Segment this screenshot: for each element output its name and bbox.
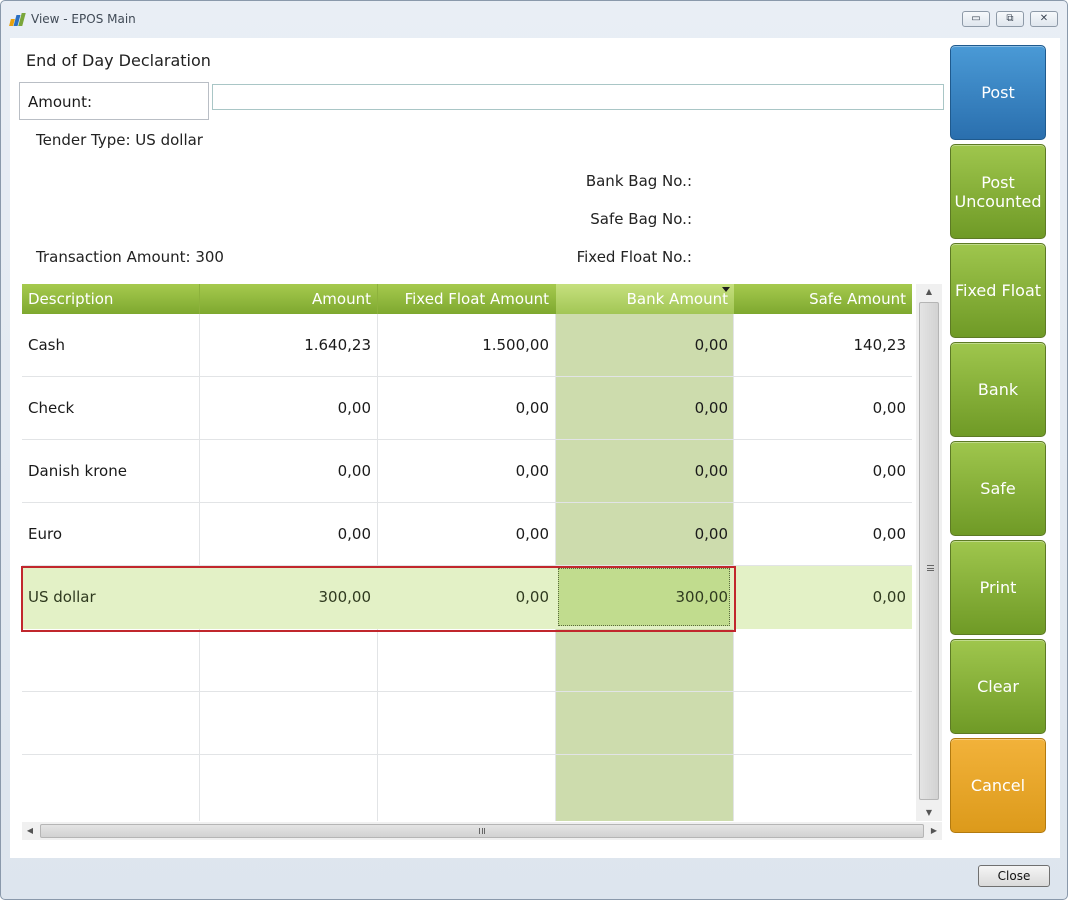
cell-bank-amount[interactable]: 0,00 — [694, 399, 728, 417]
amount-label-box: Amount: — [19, 82, 209, 120]
cell-bank-amount[interactable]: 0,00 — [694, 525, 728, 543]
header-amount[interactable]: Amount — [312, 290, 371, 308]
header-bank-amount-label: Bank Amount — [626, 290, 728, 308]
print-button[interactable]: Print — [950, 540, 1046, 635]
cell-fixed-float-amount: 0,00 — [515, 399, 549, 417]
cell-fixed-float-amount: 1.500,00 — [482, 336, 549, 354]
cell-bank-amount[interactable]: 300,00 — [675, 588, 729, 606]
row-divider — [22, 691, 912, 692]
minimize-button[interactable]: ▭ — [962, 11, 990, 27]
scroll-up-icon[interactable]: ▲ — [925, 287, 933, 296]
vertical-scrollbar[interactable]: ▲ ▼ — [916, 284, 942, 821]
vertical-scroll-thumb[interactable] — [919, 302, 939, 800]
app-logo-icon — [9, 12, 26, 26]
post-uncounted-button[interactable]: Post Uncounted — [950, 144, 1046, 239]
table-row[interactable]: Cash 1.640,23 1.500,00 0,00 140,23 — [22, 314, 912, 377]
row-divider — [22, 502, 912, 503]
table-row[interactable]: Euro 0,00 0,00 0,00 0,00 — [22, 503, 912, 566]
table-header: Description Amount Fixed Float Amount Ba… — [22, 284, 912, 314]
window-title: View - EPOS Main — [31, 12, 136, 26]
header-divider — [199, 284, 200, 314]
cell-description: Cash — [28, 336, 65, 354]
declaration-table: Description Amount Fixed Float Amount Ba… — [22, 284, 912, 821]
cell-bank-amount[interactable]: 0,00 — [694, 336, 728, 354]
cell-fixed-float-amount: 0,00 — [515, 588, 549, 606]
row-divider — [22, 376, 912, 377]
main-panel: End of Day Declaration Amount: Tender Ty… — [10, 38, 1060, 858]
table-row-selected[interactable]: US dollar 300,00 0,00 300,00 0,00 — [22, 566, 912, 629]
scroll-left-icon[interactable]: ◀ — [26, 826, 34, 835]
cell-amount: 1.640,23 — [304, 336, 371, 354]
header-description[interactable]: Description — [28, 290, 114, 308]
footer-bar: Close — [10, 859, 1060, 897]
amount-label: Amount: — [28, 93, 92, 111]
cell-description: Euro — [28, 525, 62, 543]
tender-type-text: Tender Type: US dollar — [36, 131, 203, 149]
table-row[interactable]: Check 0,00 0,00 0,00 0,00 — [22, 377, 912, 440]
cell-amount: 0,00 — [337, 399, 371, 417]
sort-descending-icon — [722, 287, 730, 292]
maximize-button[interactable]: ⧉ — [996, 11, 1024, 27]
row-divider — [22, 439, 912, 440]
cell-amount: 0,00 — [337, 525, 371, 543]
horizontal-scrollbar[interactable]: ◀ ▶ — [22, 822, 942, 840]
amount-input[interactable] — [212, 84, 944, 110]
bank-button[interactable]: Bank — [950, 342, 1046, 437]
close-button[interactable]: Close — [978, 865, 1050, 887]
focused-cell-highlight — [558, 568, 730, 626]
transaction-amount-text: Transaction Amount: 300 — [36, 248, 224, 266]
row-divider — [22, 565, 912, 566]
cell-description: Check — [28, 399, 75, 417]
row-divider — [22, 754, 912, 755]
cell-safe-amount: 140,23 — [853, 336, 907, 354]
fixed-float-button[interactable]: Fixed Float — [950, 243, 1046, 338]
header-bank-amount[interactable]: Bank Amount — [556, 284, 734, 314]
fixed-float-label: Fixed Float No.: — [576, 248, 692, 266]
cell-bank-amount[interactable]: 0,00 — [694, 462, 728, 480]
cell-amount: 0,00 — [337, 462, 371, 480]
grip-icon — [479, 828, 485, 834]
header-fixed-float-amount[interactable]: Fixed Float Amount — [404, 290, 549, 308]
cell-safe-amount: 0,00 — [872, 588, 906, 606]
grip-icon — [927, 565, 934, 571]
safe-button[interactable]: Safe — [950, 441, 1046, 536]
table-row[interactable]: Danish krone 0,00 0,00 0,00 0,00 — [22, 440, 912, 503]
clear-button[interactable]: Clear — [950, 639, 1046, 734]
cell-description: US dollar — [28, 588, 96, 606]
post-button[interactable]: Post — [950, 45, 1046, 140]
safe-bag-label: Safe Bag No.: — [590, 210, 692, 228]
window-close-button[interactable]: ✕ — [1030, 11, 1058, 27]
cell-description: Danish krone — [28, 462, 127, 480]
cell-amount: 300,00 — [318, 588, 372, 606]
cell-safe-amount: 0,00 — [872, 525, 906, 543]
scroll-down-icon[interactable]: ▼ — [925, 808, 933, 817]
header-divider — [377, 284, 378, 314]
page-title: End of Day Declaration — [26, 51, 211, 70]
cell-fixed-float-amount: 0,00 — [515, 462, 549, 480]
horizontal-scroll-thumb[interactable] — [40, 824, 924, 838]
bank-bag-label: Bank Bag No.: — [585, 172, 692, 190]
cell-fixed-float-amount: 0,00 — [515, 525, 549, 543]
cell-safe-amount: 0,00 — [872, 399, 906, 417]
scroll-right-icon[interactable]: ▶ — [930, 826, 938, 835]
header-safe-amount[interactable]: Safe Amount — [809, 290, 906, 308]
title-bar: View - EPOS Main ▭ ⧉ ✕ — [1, 1, 1067, 37]
cancel-button[interactable]: Cancel — [950, 738, 1046, 833]
cell-safe-amount: 0,00 — [872, 462, 906, 480]
